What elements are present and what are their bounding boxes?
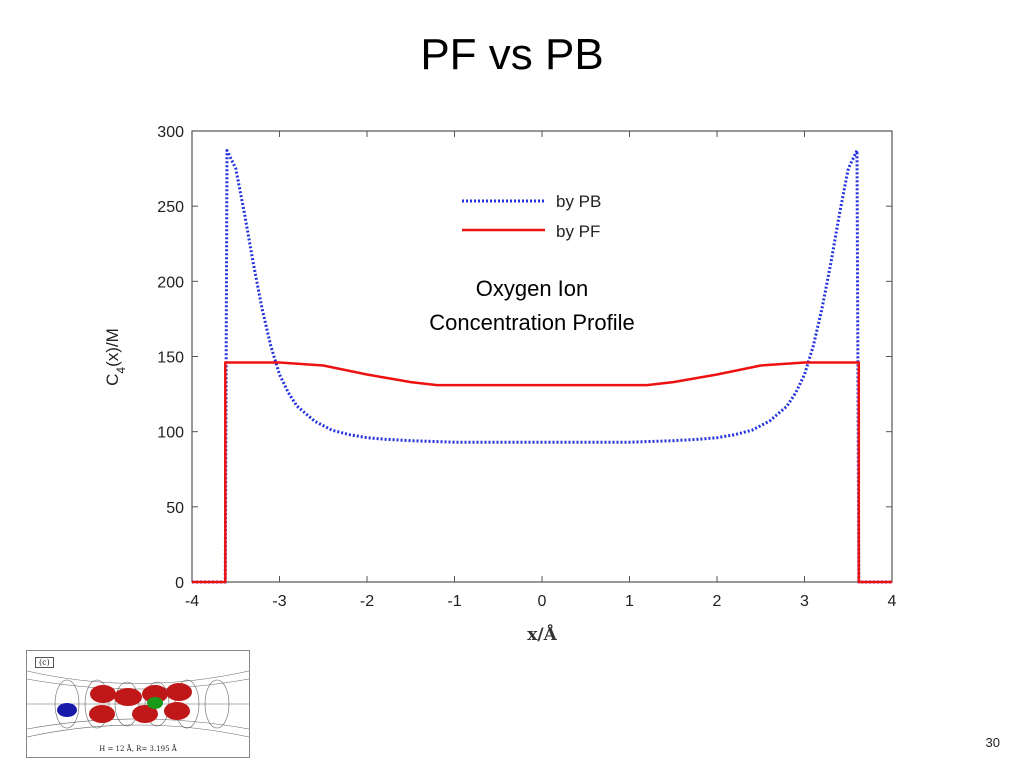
slide-number: 30 — [985, 735, 1000, 750]
ion-spheres — [57, 683, 192, 723]
x-tick-label: -3 — [272, 593, 286, 610]
y-tick-label: 300 — [157, 124, 184, 141]
y-tick-label: 150 — [157, 350, 184, 367]
legend-label-pb: by PB — [556, 192, 601, 211]
annotation-line-1: Oxygen Ion — [476, 276, 589, 301]
series-line-pb — [192, 149, 892, 584]
axis-ticks: -4 -3 -2 -1 0 1 2 3 4 0 50 100 150 200 250 300 — [157, 124, 896, 610]
x-tick-label: 1 — [625, 593, 634, 610]
annotation-line-2: Concentration Profile — [429, 310, 634, 335]
ion-sphere — [114, 688, 142, 706]
thumbnail-tag: (c) — [35, 657, 54, 668]
x-tick-label: -2 — [360, 593, 374, 610]
legend-label-pf: by PF — [556, 222, 600, 241]
y-tick-label: 250 — [157, 199, 184, 216]
x-axis-label: x/Å — [527, 623, 557, 645]
x-tick-label: 3 — [800, 593, 809, 610]
y-tick-label: 50 — [166, 500, 184, 517]
ion-sphere — [90, 685, 116, 703]
ion-sphere — [89, 705, 115, 723]
y-tick-label: 0 — [175, 575, 184, 592]
y-tick-label: 100 — [157, 425, 184, 442]
legend: by PB by PF — [462, 192, 601, 241]
x-tick-label: -1 — [447, 593, 461, 610]
ion-sphere — [164, 702, 190, 720]
ion-sphere — [132, 705, 158, 723]
channel-diagram — [27, 670, 249, 738]
ion-sphere-green — [147, 697, 163, 709]
slide-title: PF vs PB — [420, 30, 604, 79]
plot-area — [191, 130, 893, 583]
series-line-pf — [192, 361, 892, 584]
y-tick-label: 200 — [157, 274, 184, 291]
thumbnail-caption: H = 12 Å, R= 3.195 Å — [99, 745, 177, 753]
x-tick-label: 4 — [888, 593, 897, 610]
ion-sphere — [142, 685, 168, 703]
molecule-thumbnail: (c) H = 12 Å, R= 3.195 Å — [26, 650, 250, 758]
ion-sphere — [166, 683, 192, 701]
series-layer — [192, 149, 892, 584]
x-tick-label: 2 — [713, 593, 722, 610]
x-tick-label: -4 — [185, 593, 199, 610]
x-tick-label: 0 — [538, 593, 547, 610]
y-axis-label: C4(x)/M — [103, 328, 128, 386]
ion-sphere-blue — [57, 703, 77, 717]
